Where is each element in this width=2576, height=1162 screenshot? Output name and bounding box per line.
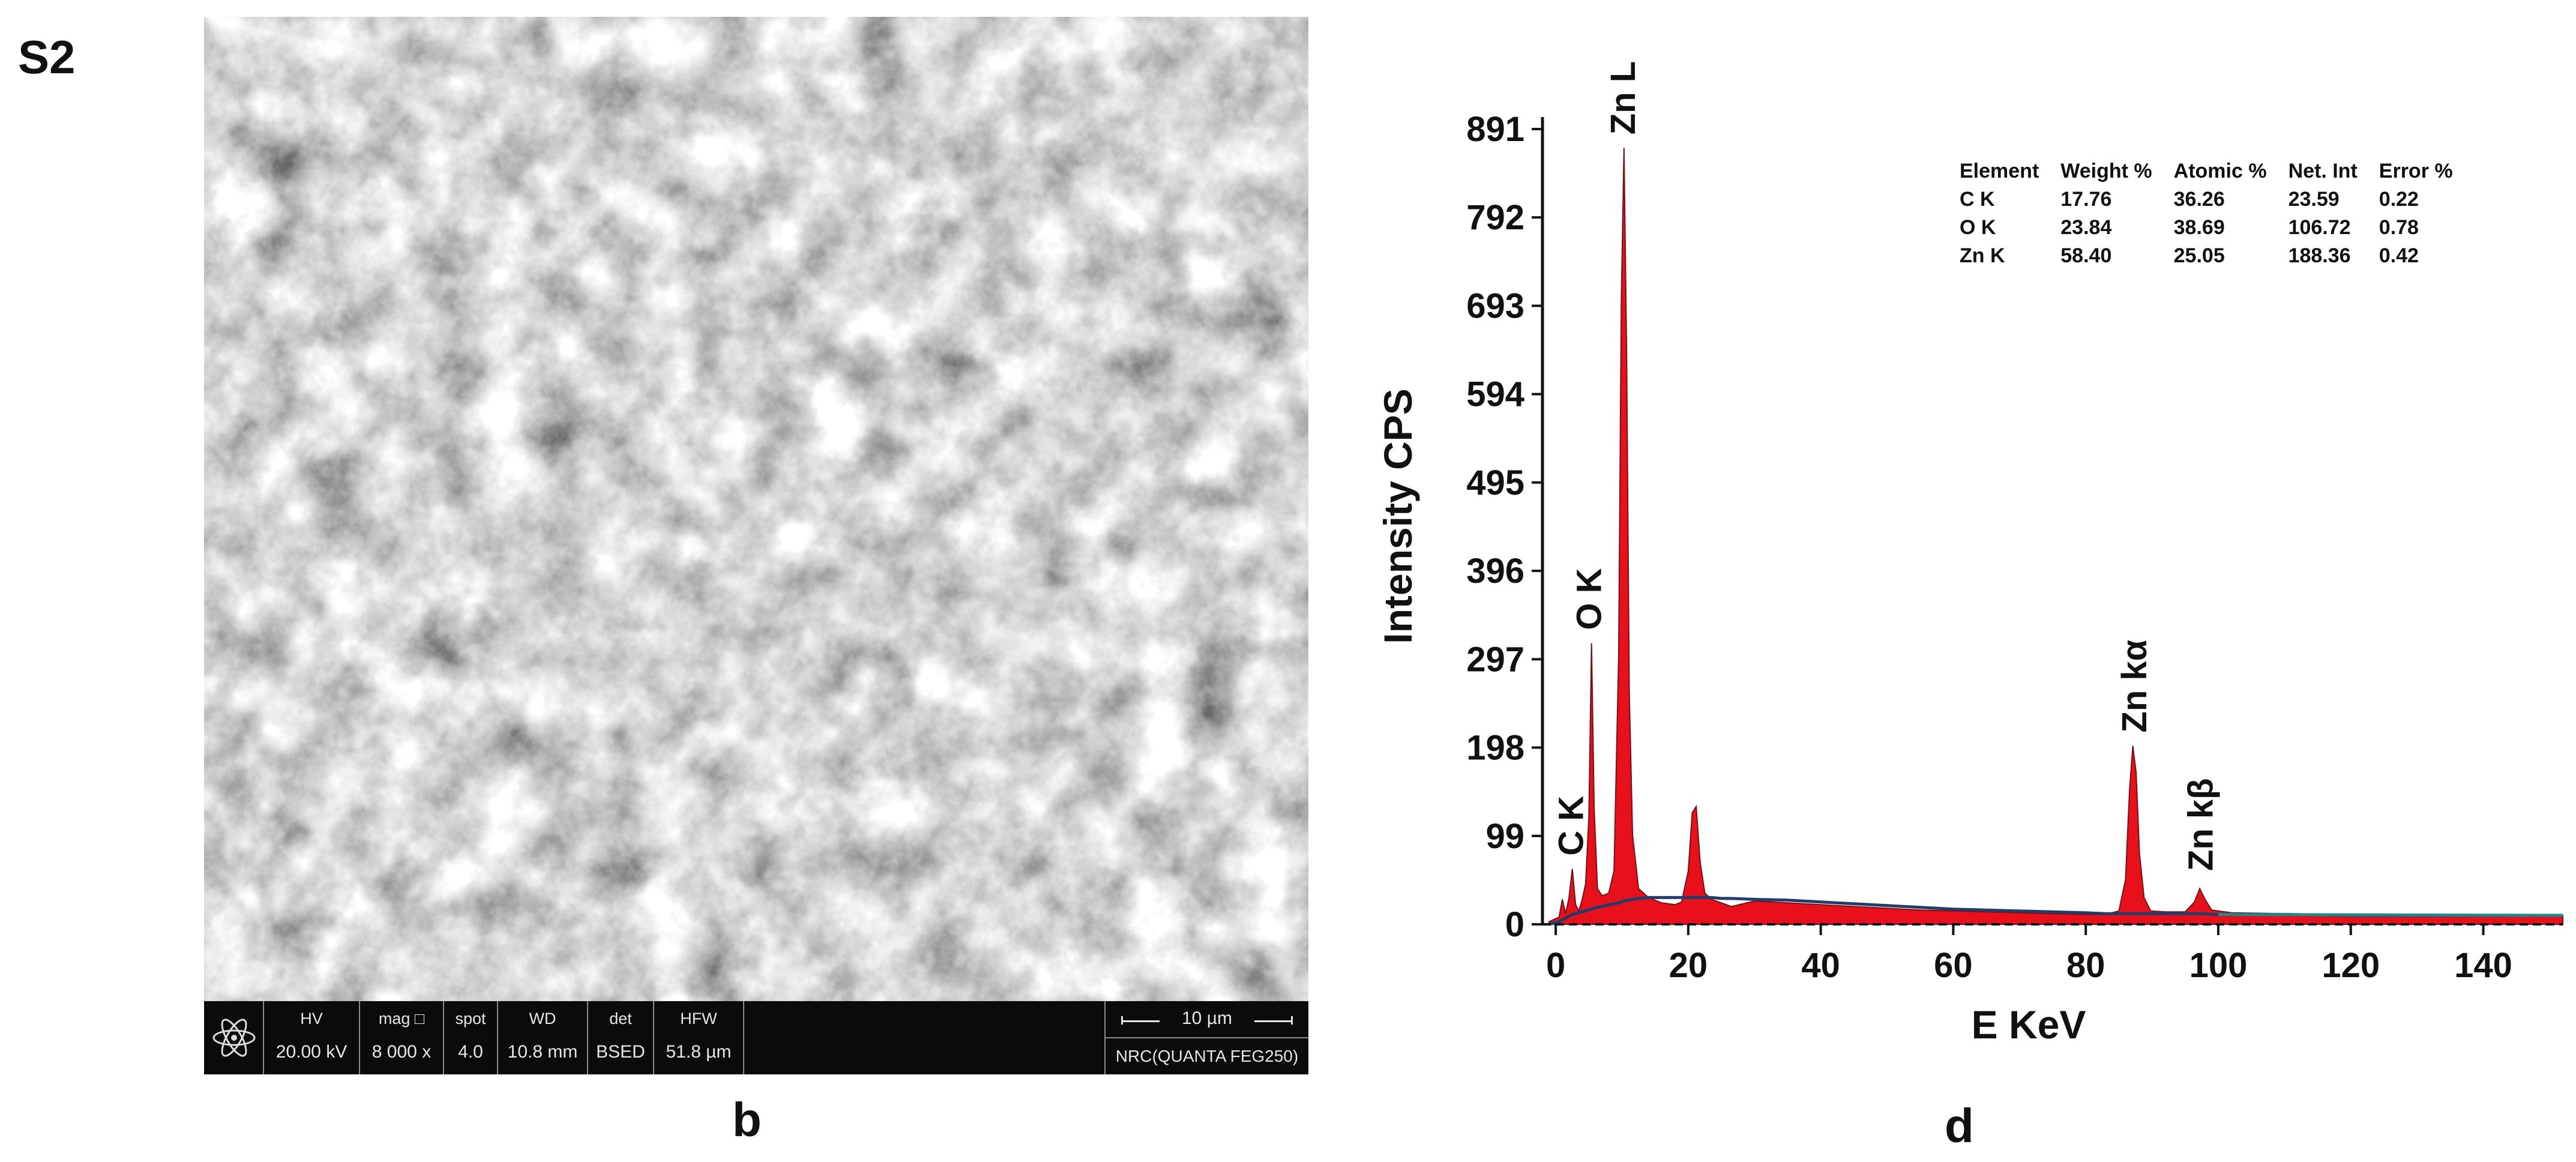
y-axis-label: Intensity CPS [1376,388,1420,643]
table-header-cell: Error % [2379,160,2453,182]
background-fit-line [1548,896,2563,926]
table-header-cell: Weight % [2060,160,2152,182]
databar-hfw: HFW 51.8 µm [654,1001,744,1074]
sem-micrograph-image [204,17,1308,1001]
fei-logo [204,1001,264,1074]
table-cell: 38.69 [2173,216,2225,239]
plot-area: 0 99 198 297 396 495 594 693 792 891 0 20 40 60 80 100 1… [1466,61,2563,985]
x-tick-label: 100 [2189,946,2248,985]
panel-label-d: d [1945,1099,1974,1152]
databar-spot: spot 4.0 [444,1001,498,1074]
table-cell: Zn K [1960,244,2005,267]
table-cell: 0.22 [2379,188,2419,211]
y-tick-label: 297 [1466,640,1524,679]
peak-label: Zn kα [2115,639,2154,732]
y-tick-label: 396 [1466,552,1524,591]
table-header-cell: Net. Int [2288,160,2358,182]
table-cell: C K [1960,188,1995,211]
y-tick-label: 495 [1466,463,1524,502]
spectrum-area [1548,148,2563,925]
table-cell: 17.76 [2060,188,2112,211]
y-tick-label: 891 [1466,110,1524,149]
peak-label: C K [1552,796,1591,856]
x-tick-label: 20 [1669,946,1708,985]
table-cell: 188.36 [2288,244,2351,267]
table-cell: 36.26 [2173,188,2225,211]
peak-label: Zn L [1604,61,1643,134]
table-cell: 23.59 [2288,188,2340,211]
x-tick-label: 40 [1801,946,1840,985]
table-row: C K 17.76 36.26 23.59 0.22 [1960,185,2475,214]
x-axis-label: E KeV [1972,1002,2086,1047]
y-tick-label: 792 [1466,198,1524,237]
databar-det: det BSED [588,1001,654,1074]
scale-bar-label: 10 µm [1182,1008,1232,1028]
table-cell: 58.40 [2060,244,2112,267]
peak-label: O K [1569,568,1608,630]
y-tick-label: 0 [1505,905,1524,944]
x-tick-label: 60 [1934,946,1973,985]
peak-label: Zn kβ [2181,778,2220,871]
x-tick-label: 120 [2322,946,2380,985]
databar-spacer [744,1001,1104,1074]
table-cell: 0.78 [2379,216,2419,239]
table-row: O K 23.84 38.69 106.72 0.78 [1960,214,2475,242]
y-tick-label: 594 [1466,375,1524,414]
table-cell: 106.72 [2288,216,2351,239]
instrument-label: NRC(QUANTA FEG250) [1106,1037,1308,1066]
table-cell: 25.05 [2173,244,2225,267]
panel-label-b: b [732,1093,762,1146]
atom-logo-icon [212,1019,256,1057]
databar-scale: 10 µm NRC(QUANTA FEG250) [1104,1001,1308,1074]
figure-label: S2 [18,31,76,83]
databar-wd: WD 10.8 mm [498,1001,588,1074]
databar-mag: mag □ 8 000 x [360,1001,444,1074]
databar-hv: HV 20.00 kV [264,1001,360,1074]
x-tick-label: 80 [2066,946,2105,985]
table-row: Zn K 58.40 25.05 188.36 0.42 [1960,242,2475,270]
sem-databar: HV 20.00 kV mag □ 8 000 x spot 4.0 WD 10… [204,1001,1308,1074]
table-cell: 23.84 [2060,216,2112,239]
table-cell: O K [1960,216,1996,239]
x-tick-label: 140 [2454,946,2512,985]
y-tick-label: 693 [1466,286,1524,325]
table-header-row: Element Weight % Atomic % Net. Int Error… [1960,157,2475,185]
sem-micrograph-panel: HV 20.00 kV mag □ 8 000 x spot 4.0 WD 10… [204,17,1308,1074]
x-tick-label: 0 [1546,946,1565,985]
table-header-cell: Atomic % [2173,160,2267,182]
composition-table: Element Weight % Atomic % Net. Int Error… [1960,157,2475,270]
scale-bar: 10 µm [1112,1006,1302,1032]
edx-spectrum-chart: Intensity CPS E KeV 0 99 198 297 396 495 594 69… [1376,61,2563,1047]
table-cell: 0.42 [2379,244,2419,267]
y-tick-label: 99 [1485,817,1524,856]
y-tick-label: 198 [1466,729,1524,768]
table-header-cell: Element [1960,160,2039,182]
